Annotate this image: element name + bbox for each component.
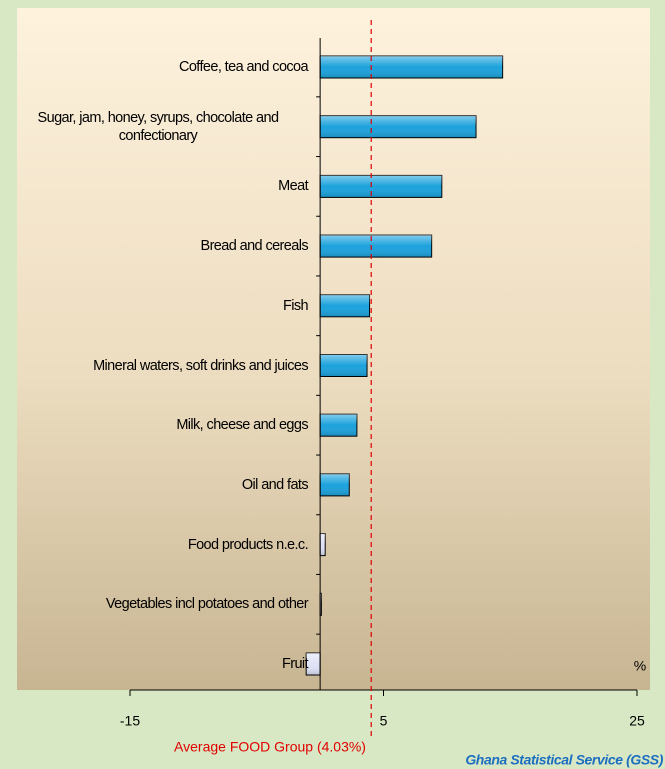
x-unit-label: % bbox=[634, 658, 646, 674]
category-label: Sugar, jam, honey, syrups, chocolate and… bbox=[8, 109, 308, 145]
x-tick-label: 5 bbox=[380, 713, 388, 729]
category-label: Fruit bbox=[8, 655, 309, 673]
source: Ghana Statistical Service (GSS) bbox=[465, 752, 663, 768]
category-text: Food products n.e.c. bbox=[187, 536, 309, 553]
x-tick-label: 25 bbox=[629, 713, 645, 729]
bar bbox=[319, 234, 433, 258]
category-text: Oil and fats bbox=[241, 476, 309, 493]
bar bbox=[319, 354, 368, 377]
category-text: Mineral waters, soft drinks and juices bbox=[93, 357, 309, 374]
category-label: Fish bbox=[8, 297, 309, 315]
x-tick-label: -15 bbox=[120, 713, 140, 729]
bar bbox=[319, 413, 358, 437]
category-label: Mineral waters, soft drinks and juices bbox=[8, 357, 309, 375]
category-label: Bread and cereals bbox=[8, 237, 309, 255]
category-label: Milk, cheese and eggs bbox=[8, 416, 308, 434]
bar bbox=[319, 294, 371, 318]
category-label: Vegetables incl potatoes and other bbox=[8, 595, 309, 613]
category-text: Bread and cereals bbox=[200, 238, 309, 255]
category-text: Meat bbox=[278, 178, 308, 195]
bar bbox=[319, 55, 504, 79]
category-text: Sugar, jam, honey, syrups, chocolate and… bbox=[37, 109, 280, 144]
bar bbox=[319, 174, 443, 198]
category-label: Coffee, tea and cocoa bbox=[8, 58, 309, 76]
bar bbox=[319, 115, 477, 139]
category-label: Meat bbox=[8, 177, 308, 195]
category-text: Milk, cheese and eggs bbox=[176, 417, 308, 434]
category-text: Fruit bbox=[281, 656, 309, 672]
bar bbox=[319, 473, 350, 497]
reference-label: Average FOOD Group (4.03%) bbox=[174, 739, 366, 755]
bar bbox=[319, 533, 326, 557]
bar bbox=[305, 652, 321, 676]
category-text: Vegetables incl potatoes and other bbox=[105, 596, 309, 613]
category-text: Fish bbox=[283, 297, 309, 314]
category-label: Oil and fats bbox=[8, 476, 309, 494]
category-label: Food products n.e.c. bbox=[8, 536, 309, 554]
category-text: Coffee, tea and cocoa bbox=[178, 59, 309, 75]
